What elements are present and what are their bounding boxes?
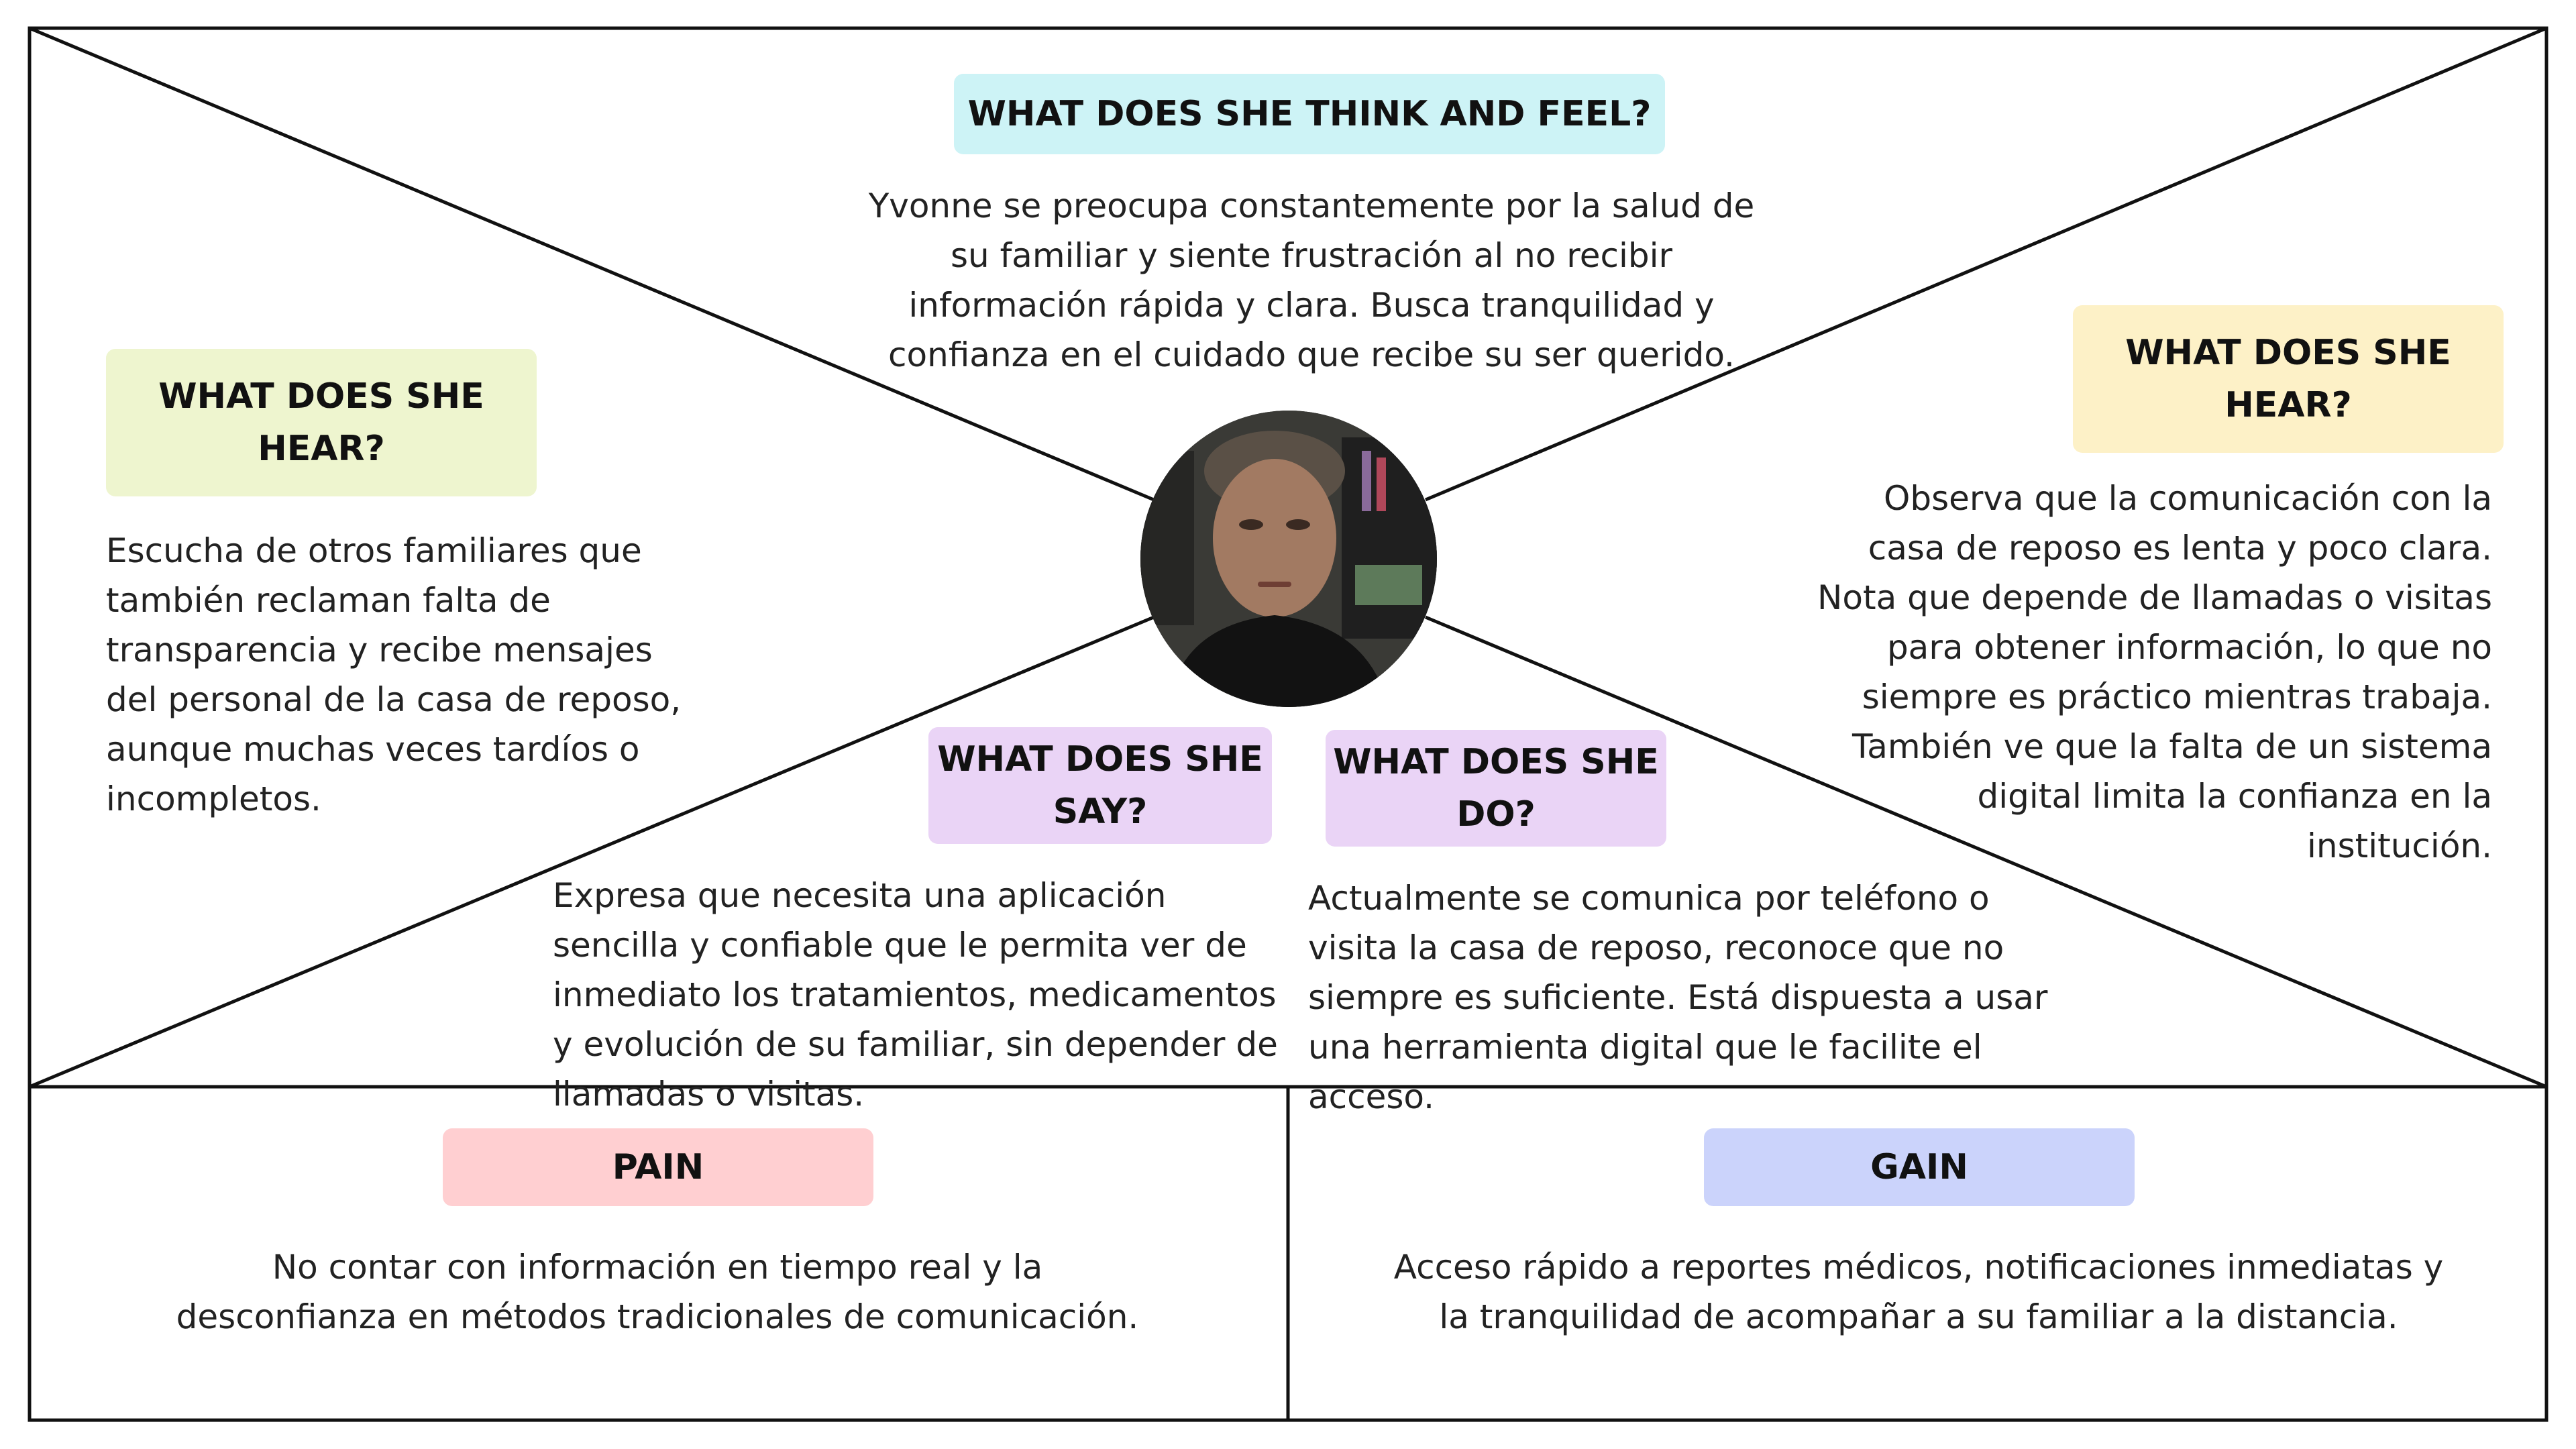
do-title-text: WHAT DOES SHE DO? <box>1333 742 1659 835</box>
do-text: Actualmente se comunica por teléfono o v… <box>1308 879 2048 1116</box>
hear-right-title: WHAT DOES SHE HEAR? <box>2073 305 2504 453</box>
diagonal-bottom-right <box>1425 615 2547 1089</box>
diagonal-top-left <box>29 26 1155 502</box>
hear-left-title-text: WHAT DOES SHE HEAR? <box>158 376 484 469</box>
gain-title: GAIN <box>1704 1128 2135 1206</box>
hear-right-text: Observa que la comunicación con la casa … <box>1817 479 2492 865</box>
gain-title-text: GAIN <box>1870 1147 1968 1187</box>
think-feel-title: WHAT DOES SHE THINK AND FEEL? <box>954 74 1665 154</box>
say-title: WHAT DOES SHE SAY? <box>928 727 1272 844</box>
pain-title: PAIN <box>443 1128 873 1206</box>
gain-text: Acceso rápido a reportes médicos, notifi… <box>1393 1248 2444 1336</box>
hear-left-text: Escucha de otros familiares que también … <box>106 531 682 818</box>
think-feel-text: Yvonne se preocupa constantemente por la… <box>868 186 1755 374</box>
say-title-text: WHAT DOES SHE SAY? <box>937 739 1263 832</box>
think-feel-title-text: WHAT DOES SHE THINK AND FEEL? <box>967 94 1652 134</box>
pain-text: No contar con información en tiempo real… <box>176 1248 1139 1336</box>
person-photo-icon <box>1140 411 1437 707</box>
diagonal-top-right <box>1425 26 2547 502</box>
hear-right-title-text: WHAT DOES SHE HEAR? <box>2125 333 2451 425</box>
hear-left-title: WHAT DOES SHE HEAR? <box>106 349 537 496</box>
pain-title-text: PAIN <box>612 1147 704 1187</box>
diagonal-bottom-left <box>29 615 1155 1089</box>
do-title: WHAT DOES SHE DO? <box>1326 730 1666 847</box>
say-text: Expresa que necesita una aplicación senc… <box>553 876 1278 1114</box>
